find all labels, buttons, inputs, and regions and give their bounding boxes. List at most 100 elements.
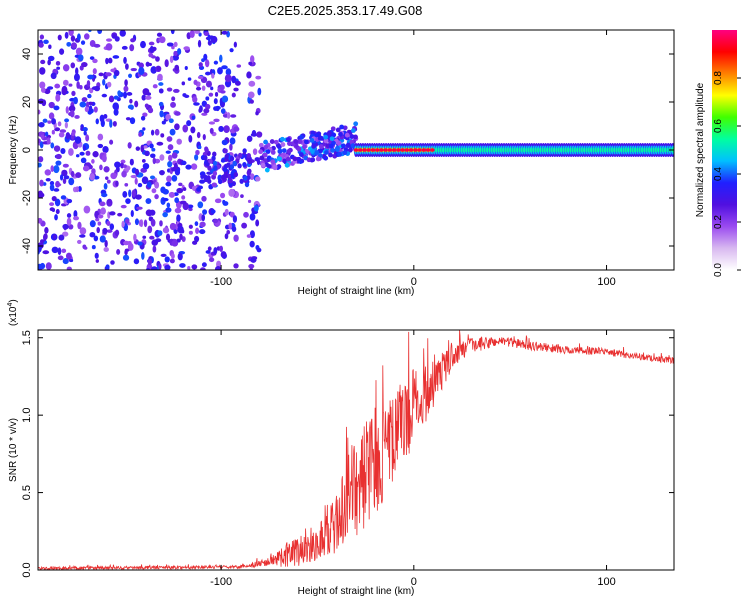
- spectrogram-cell: [188, 135, 193, 143]
- spectrogram-cell: [40, 87, 46, 93]
- spectrogram-cell: [154, 158, 161, 164]
- spectrogram-cell: [213, 247, 218, 255]
- spectrogram-cell: [155, 238, 162, 243]
- spectrogram-cell: [62, 79, 69, 86]
- spectrogram-cell: [93, 43, 101, 48]
- spectrogram-cell: [87, 74, 94, 80]
- spectrogram-cell: [231, 92, 236, 98]
- spectrogram-cell: [39, 67, 46, 75]
- spectrogram-cell: [296, 156, 302, 162]
- spectrogram-cell: [55, 160, 62, 166]
- spectrogram-cell: [159, 169, 165, 176]
- spectrogram-cell: [99, 201, 106, 207]
- spectrogram-cell: [224, 208, 229, 216]
- spectrogram-cell: [173, 41, 178, 47]
- spectrogram-cell: [105, 57, 109, 65]
- spectrogram-cell: [252, 148, 258, 155]
- spectrogram-cell: [44, 88, 51, 95]
- snr-x-tick-label: 100: [597, 576, 615, 588]
- spectrogram-cell: [181, 160, 187, 166]
- spectrogram-cell: [128, 189, 132, 198]
- spectrogram-cell: [223, 148, 228, 154]
- spectrogram-cell: [80, 40, 86, 45]
- spectrogram-cell: [53, 145, 61, 152]
- spectrogram-cell: [117, 212, 123, 217]
- spectrogram-cell: [205, 96, 210, 101]
- spectrogram-cell: [171, 45, 175, 50]
- spectrogram-cell: [89, 220, 96, 228]
- spectrogram-cell: [349, 134, 355, 140]
- colorbar-tick-label: 0.6: [713, 119, 724, 133]
- spectrogram-cell: [114, 229, 120, 237]
- spectrogram-y-tick-label: -40: [21, 238, 33, 254]
- spectrogram-cell: [59, 48, 65, 55]
- spectrogram-cell: [70, 170, 75, 178]
- spectrogram-cell: [212, 170, 218, 177]
- spectrogram-cell: [47, 86, 54, 90]
- spectrogram-cell: [113, 108, 119, 116]
- spectrogram-cell: [250, 132, 258, 137]
- spectrogram-cell: [47, 59, 51, 66]
- spectrogram-cell: [193, 79, 198, 86]
- spectrogram-cell: [347, 147, 353, 153]
- spectrogram-cell: [124, 79, 128, 87]
- spectrogram-cell: [147, 225, 153, 234]
- spectrogram-cell: [99, 235, 106, 243]
- spectrogram-cell: [328, 143, 334, 149]
- spectrogram-cell: [75, 172, 82, 179]
- spectrogram-cell: [58, 234, 65, 241]
- spectrogram-cell: [208, 121, 216, 125]
- spectrogram-cell: [350, 128, 356, 133]
- spectrogram-cell: [165, 181, 172, 187]
- spectrogram-cell: [44, 226, 49, 234]
- spectrogram-cell: [62, 258, 69, 265]
- spectrogram-cell: [213, 60, 219, 65]
- spectrogram-cell: [122, 254, 130, 261]
- spectrogram-cell: [176, 138, 182, 145]
- spectrogram-cell: [154, 128, 160, 136]
- spectrogram-cell: [70, 62, 76, 69]
- spectrogram-cell: [159, 110, 164, 118]
- spectrogram-cell: [208, 92, 214, 97]
- spectrogram-cell: [56, 66, 61, 70]
- spectrogram-cell: [413, 148, 418, 152]
- snr-frame: [37, 329, 675, 571]
- spectrogram-cell: [137, 241, 143, 246]
- spectrogram-cell: [45, 131, 49, 137]
- spectrogram-cell: [396, 148, 401, 152]
- spectrogram-cell: [152, 245, 157, 253]
- spectrogram-cell: [203, 53, 208, 61]
- spectrogram-cell: [210, 86, 214, 91]
- spectrogram-cell: [164, 256, 170, 263]
- spectrogram-cell: [112, 102, 119, 110]
- spectrogram-cell: [246, 170, 251, 176]
- spectrogram-cell: [106, 220, 111, 227]
- spectrogram-cell: [115, 180, 119, 187]
- spectrogram-cell: [134, 168, 140, 176]
- spectrogram-cell: [114, 36, 120, 42]
- spectrogram-cell: [174, 123, 180, 131]
- spectrogram-cell: [93, 106, 98, 113]
- spectrogram-cell: [201, 195, 207, 202]
- spectrogram-cell: [88, 105, 93, 111]
- spectrogram-cell: [150, 66, 157, 74]
- spectrogram-cell: [101, 93, 108, 98]
- spectrogram-cell: [61, 169, 68, 177]
- spectrogram-cell: [249, 267, 254, 270]
- spectrogram-cell: [223, 173, 229, 179]
- spectrogram-cell: [51, 118, 57, 125]
- colorbar-tick-label: 0.4: [713, 167, 724, 181]
- spectrogram-cell: [292, 156, 298, 162]
- spectrogram-cell: [75, 186, 80, 193]
- snr-multiplier-label: (x104): [7, 299, 19, 326]
- colorbar-tick-label: 0.0: [713, 263, 724, 277]
- spectrogram-cell: [181, 195, 186, 200]
- spectrogram-cell: [122, 164, 127, 169]
- spectrogram-cell: [98, 72, 104, 77]
- spectrogram-cell: [149, 143, 154, 149]
- spectrogram-cell: [49, 180, 55, 186]
- spectrogram-cell: [85, 150, 91, 156]
- spectrogram-cell: [297, 139, 303, 145]
- spectrogram-cell: [179, 233, 183, 240]
- spectrogram-cell: [222, 166, 228, 173]
